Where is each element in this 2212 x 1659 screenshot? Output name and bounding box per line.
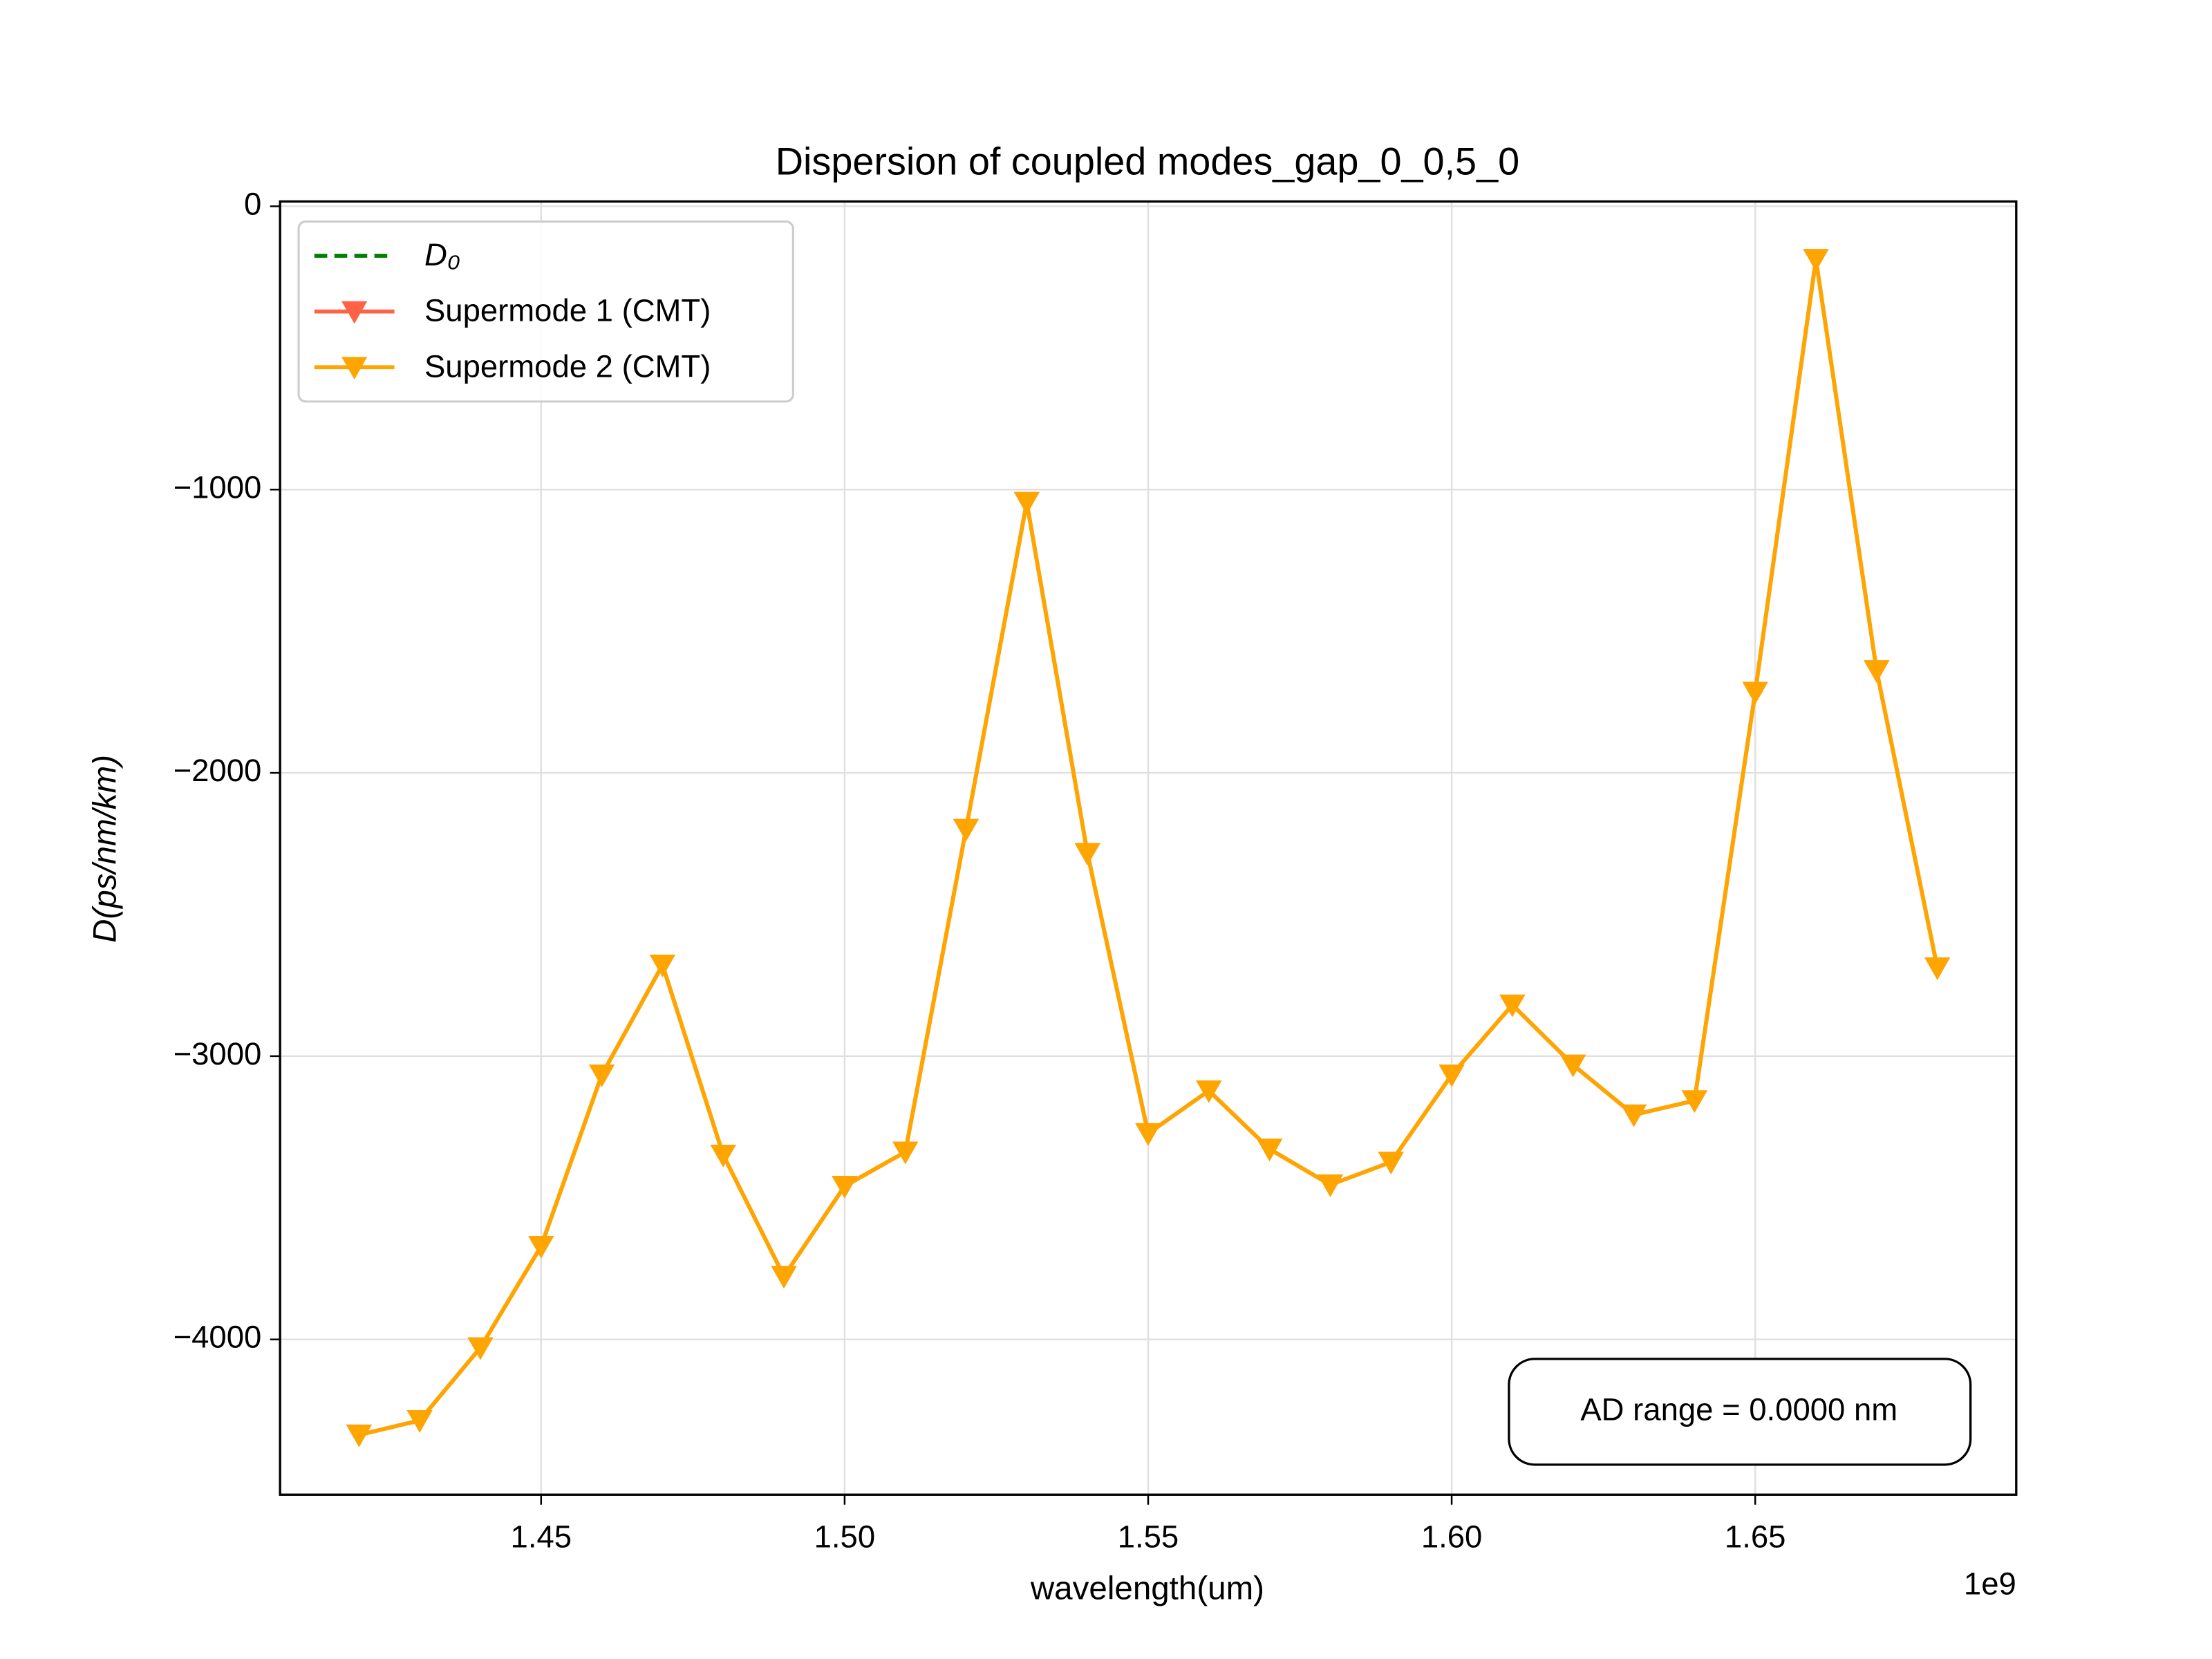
- marker: [1378, 1152, 1404, 1174]
- marker: [1438, 1065, 1465, 1087]
- chart-title: Dispersion of coupled modes_gap_0_0,5_0: [776, 139, 1519, 182]
- marker: [1560, 1054, 1586, 1078]
- legend-label: Supermode 1 (CMT): [424, 293, 711, 328]
- marker: [953, 818, 980, 842]
- marker: [1257, 1138, 1283, 1161]
- marker: [1924, 957, 1951, 980]
- marker: [1196, 1080, 1222, 1103]
- y-axis-label: D(ps/nm/km): [87, 755, 124, 943]
- marker: [832, 1176, 858, 1199]
- marker: [346, 1424, 372, 1447]
- x-tick-label: 1.65: [1725, 1519, 1786, 1554]
- marker: [467, 1337, 494, 1360]
- y-tick-label: 0: [244, 186, 261, 221]
- plot-frame: [279, 200, 2018, 1496]
- marker: [1864, 660, 1890, 683]
- x-tick-label: 1.55: [1118, 1519, 1179, 1554]
- marker: [1681, 1090, 1707, 1113]
- x-offset-label: 1e9: [1964, 1566, 2016, 1602]
- marker: [771, 1266, 797, 1288]
- marker: [1135, 1123, 1161, 1146]
- marker: [589, 1065, 615, 1087]
- x-tick-label: 1.45: [511, 1519, 572, 1554]
- x-tick-label: 1.50: [814, 1519, 876, 1554]
- marker: [1803, 249, 1829, 272]
- marker: [528, 1235, 554, 1259]
- y-tick-label: −4000: [174, 1320, 262, 1355]
- annotation-box: [1508, 1358, 1972, 1466]
- marker: [1742, 682, 1768, 704]
- x-axis-label: wavelength(um): [1030, 1570, 1264, 1606]
- marker: [649, 955, 676, 977]
- y-tick-label: −1000: [174, 469, 262, 505]
- legend: D₀ Supermode 1 (CMT) Supermode 2 (CMT): [297, 220, 794, 403]
- marker: [1074, 843, 1100, 866]
- marker: [1499, 994, 1526, 1018]
- y-tick-label: −3000: [174, 1036, 262, 1071]
- marker: [1013, 491, 1040, 515]
- marker: [1317, 1174, 1344, 1197]
- marker: [710, 1145, 736, 1168]
- annotation: AD range = 0.0000 nm: [1580, 1391, 1897, 1427]
- legend-box: [297, 220, 794, 403]
- marker: [406, 1410, 433, 1433]
- marker: [1620, 1104, 1647, 1127]
- x-tick-label: 1.60: [1421, 1519, 1483, 1554]
- legend-label: Supermode 2 (CMT): [424, 348, 711, 384]
- legend-marker: [341, 301, 368, 324]
- marker: [892, 1141, 919, 1165]
- legend-marker: [341, 357, 368, 379]
- legend-label: D₀: [424, 237, 460, 272]
- y-tick-label: −2000: [174, 753, 262, 788]
